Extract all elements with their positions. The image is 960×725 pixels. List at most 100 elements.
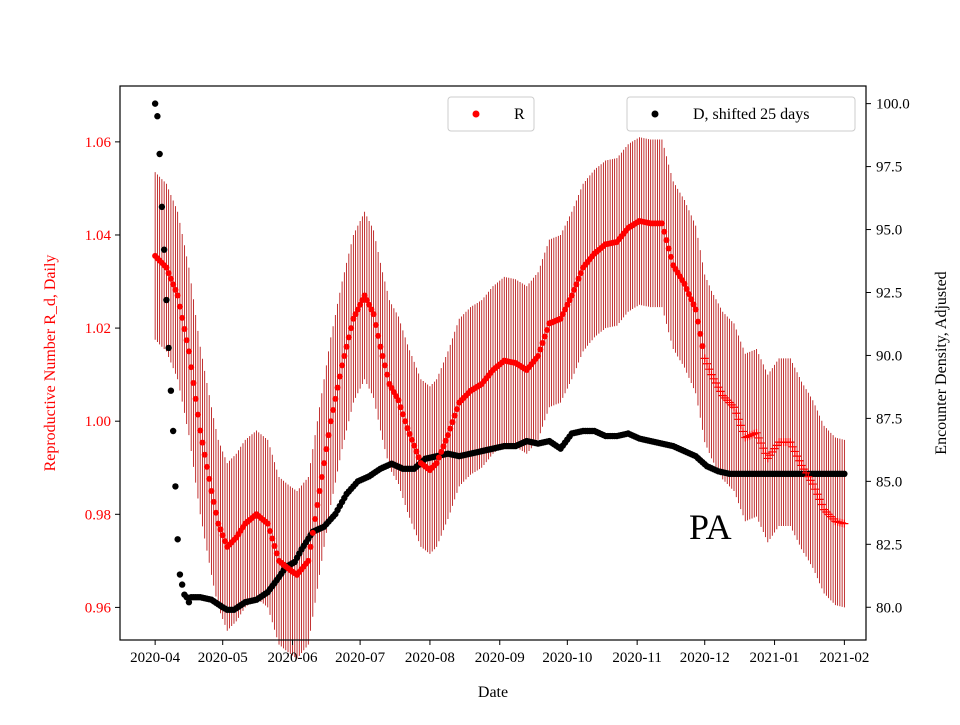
d-point [178,581,186,588]
r-point [566,297,573,304]
r-point-cross [700,354,709,363]
r-point [199,439,206,446]
legend-d: D, shifted 25 days [626,96,856,132]
r-point-cross [817,500,826,509]
r-point [694,318,701,325]
r-point [539,339,546,346]
r-point [323,446,330,453]
r-point [334,384,341,391]
r-point [453,406,460,413]
r-point [350,315,357,322]
r-point-cross [702,359,711,368]
r-point [697,330,704,337]
r-point [203,463,210,470]
x-axis-label: Date [478,684,508,701]
r-point-cross [714,383,723,392]
d-point [167,387,175,394]
r-point [163,264,170,271]
r-point [221,538,228,545]
y-right-tick-label: 92.5 [876,285,902,301]
r-point-cross [711,379,720,388]
r-point-cross [815,495,824,504]
r-point [305,557,312,564]
y-axis-left-label: Reproductive Number R_d, Daily [42,255,59,472]
r-point-cross [709,374,718,383]
r-point [357,301,364,308]
r-point [577,270,584,277]
r-point [377,343,384,350]
r-point [201,451,208,458]
d-point [176,571,184,578]
r-point [661,228,668,235]
r-point-cross [790,447,799,456]
legend-r-marker [472,110,480,118]
r-point [170,281,177,288]
r-point-cross [759,444,768,453]
series-d-group [151,100,848,613]
r-point [343,343,350,350]
r-point [212,509,219,516]
d-point [841,470,848,477]
r-point [381,362,388,369]
r-point [179,314,186,321]
plot-frame [119,85,867,641]
r-point [573,281,580,288]
r-point-cross [707,370,716,379]
r-point [562,306,569,313]
y-right-tick-label: 95.0 [876,223,902,239]
x-tick-label: 2020-09 [475,650,525,666]
d-point [160,246,168,253]
y-left-tick-label: 1.02 [85,321,111,337]
r-point [352,311,359,318]
r-point-cross [761,449,770,458]
r-point [435,454,442,461]
r-point [188,364,195,371]
annotation-state: PA [689,507,732,547]
r-point [681,280,688,287]
r-point [699,343,706,350]
r-point [438,448,445,455]
r-point [559,311,566,318]
x-tick-label: 2020-07 [335,650,385,666]
r-point [359,297,366,304]
r-point [325,432,332,439]
errorbar-group [154,137,845,659]
r-point-cross [730,403,739,412]
r-point [444,432,451,439]
r-point-cross [757,439,766,448]
r-point [557,315,564,322]
r-point [330,407,337,414]
r-point [210,498,217,505]
d-point [172,483,179,490]
r-point [683,285,690,292]
d-point [154,113,161,120]
r-point [372,321,379,328]
legend-d-marker [651,110,659,118]
r-point [197,427,204,434]
r-point-cross [752,428,761,437]
r-point-cross [739,427,748,436]
y-left-tick-label: 0.96 [85,600,112,616]
x-tick-label: 2020-12 [680,650,730,666]
r-point [183,337,190,344]
x-tick-label: 2020-04 [130,650,180,666]
x-tick-label: 2021-01 [750,650,800,666]
r-point [575,275,582,282]
legend-d-frame [626,96,856,132]
r-point [307,543,314,550]
r-point [667,253,674,260]
r-point [408,436,415,443]
r-point [194,411,201,418]
r-point [413,448,420,455]
r-point [318,474,325,481]
r-point [379,353,386,360]
r-point [321,460,328,467]
r-point [395,397,402,404]
d-point [151,100,159,107]
r-point [176,303,183,310]
r-point [312,515,319,522]
r-point [336,373,343,380]
r-point [269,535,276,542]
d-point [163,296,170,304]
